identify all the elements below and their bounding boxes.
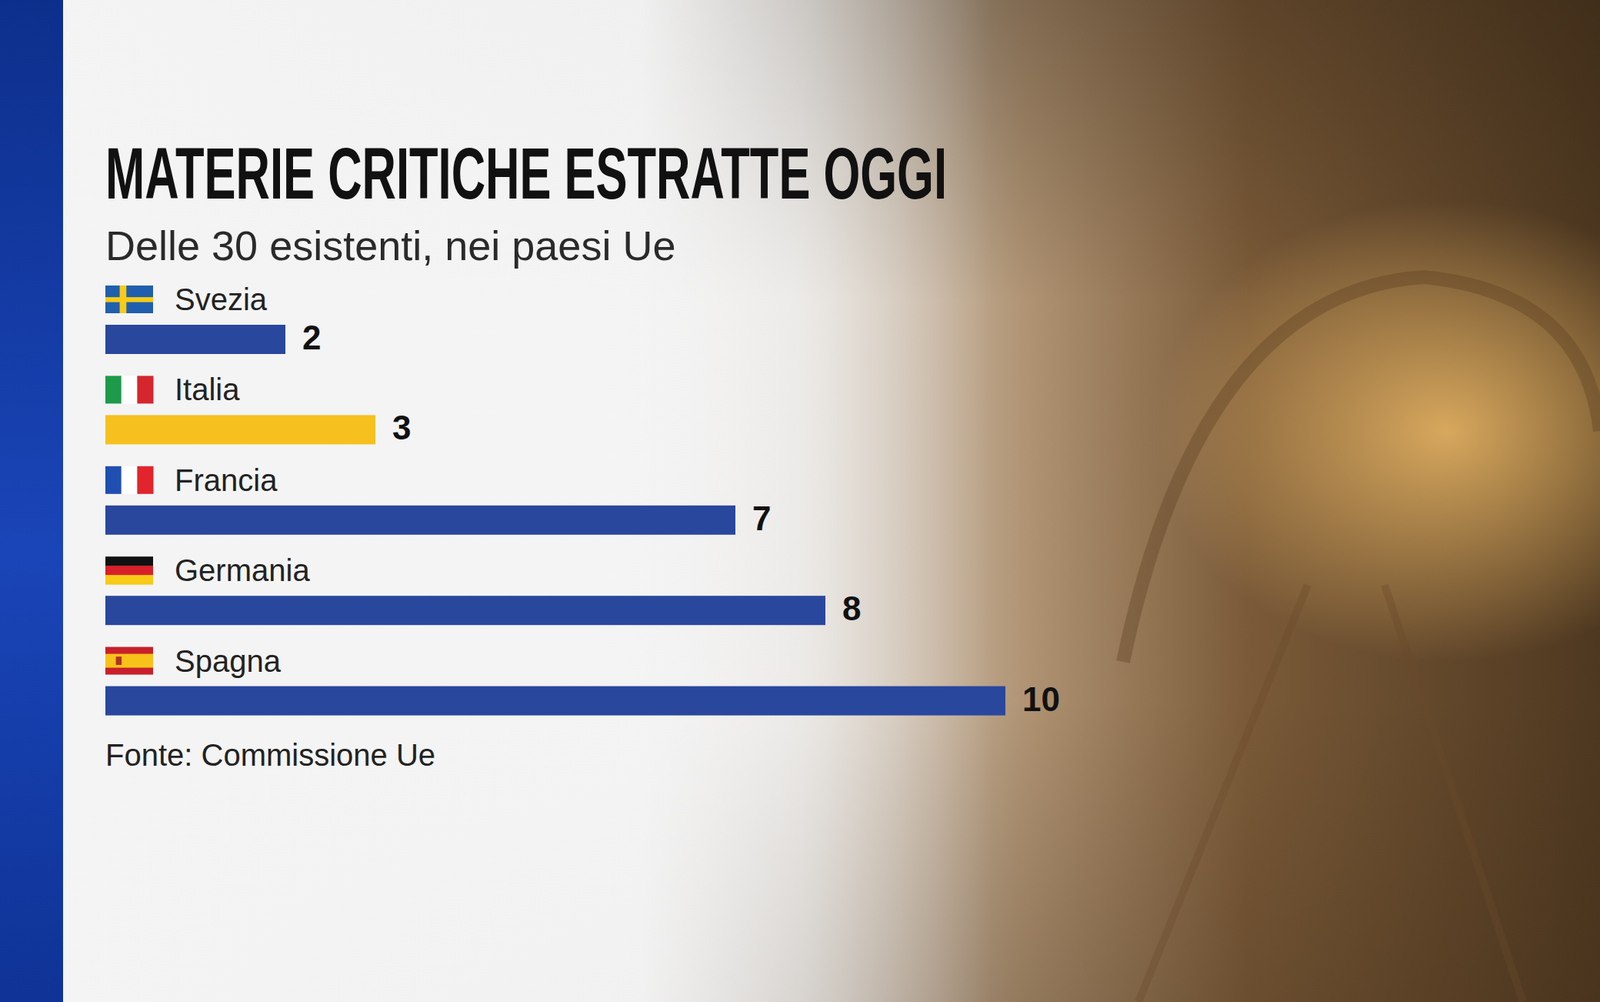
rail [1384,584,1524,1002]
flag [105,375,122,404]
bars [105,324,1006,716]
flag [105,556,154,567]
data-label: 2 [302,318,321,357]
flag [105,646,154,675]
category-label: Spagna [174,643,282,678]
flag [116,656,122,665]
title: MATERIE CRITICHE ESTRATTE OGGI [105,133,947,214]
subtitle: Delle 30 esistenti, nei paesi Ue [105,222,676,269]
data-label: 3 [392,408,411,447]
chart: MATERIE CRITICHE ESTRATTE OGGI Delle 30 e… [0,0,1600,1002]
flag [105,574,154,585]
category-label: Italia [174,372,240,407]
flag [105,653,154,668]
bar [105,686,1006,716]
flag [136,466,154,494]
data-label: 10 [1022,680,1060,718]
arch [1123,276,1600,662]
data-label: 8 [842,589,861,627]
flag [105,285,154,314]
flag [105,466,122,494]
side-strip [0,0,64,1002]
category-label: Francia [174,463,278,497]
bar [105,324,286,354]
bar [105,414,376,444]
category-label: Svezia [174,282,268,317]
labels: Svezia 2 Italia 3 Francia 7 Germania 8 Spagna 10 [105,282,1060,718]
flag [136,375,154,404]
source: Fonte: Commissione Ue [105,737,436,772]
flag [121,375,138,404]
bar [105,595,826,625]
decoration [1123,276,1600,1002]
category-label: Germania [174,553,310,587]
data-label: 7 [752,499,771,537]
flag [105,565,154,576]
rail [1138,584,1308,1002]
flag [105,296,154,302]
flag [121,466,138,494]
bar [105,505,736,535]
